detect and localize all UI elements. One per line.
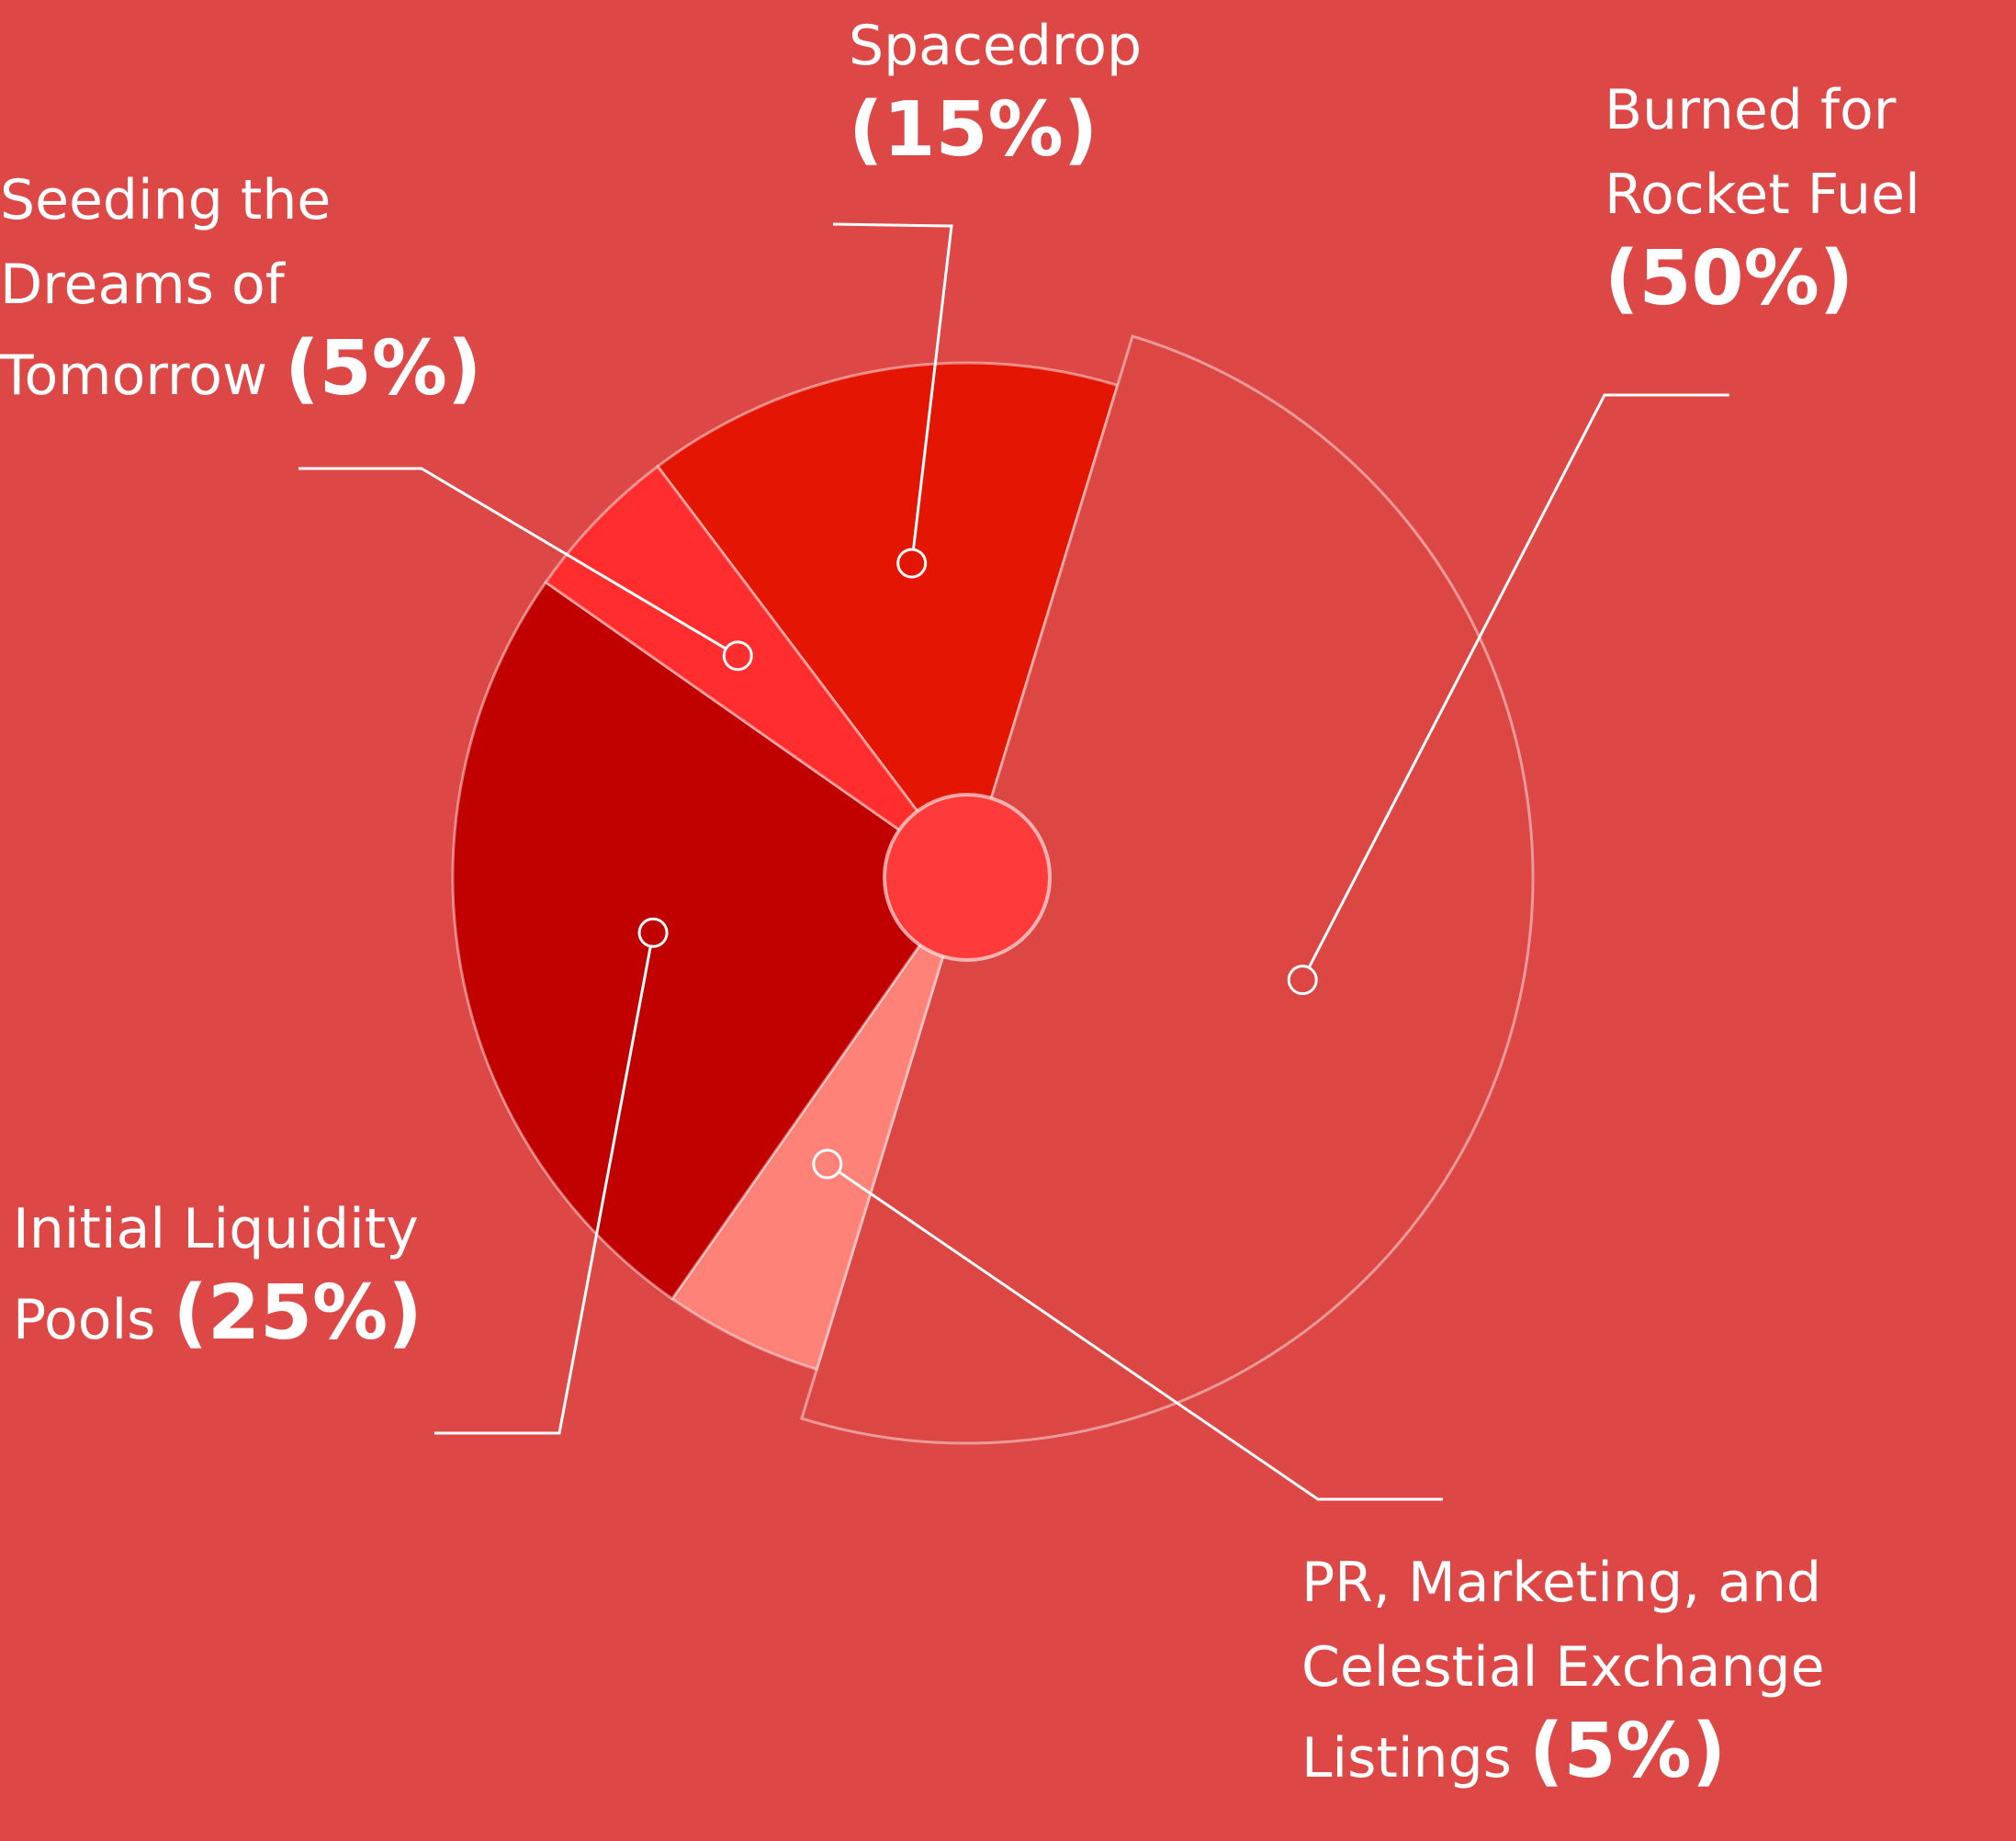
slice-label: Burned for Rocket Fuel (50%) bbox=[1605, 68, 1990, 328]
slice bbox=[451, 580, 970, 1301]
slice bbox=[802, 336, 1533, 1443]
category-name: Spacedrop bbox=[849, 14, 1143, 78]
value-label: (15%) bbox=[849, 86, 1098, 174]
leader-dot bbox=[1287, 965, 1318, 996]
leader-dot bbox=[637, 917, 669, 948]
category-name: Burned for Rocket Fuel bbox=[1605, 78, 1920, 227]
value-label: (5%) bbox=[1529, 1708, 1727, 1795]
leader-line bbox=[1301, 393, 1729, 981]
center-hub bbox=[883, 793, 1052, 962]
slice-label: PR, Marketing, and Celestial Exchange Li… bbox=[1301, 1541, 1898, 1801]
value-label: (25%) bbox=[173, 1270, 422, 1357]
slice bbox=[655, 361, 1120, 881]
slice-label: Spacedrop (15%) bbox=[849, 4, 1216, 179]
value-label: (50%) bbox=[1605, 235, 1854, 322]
leader-line bbox=[298, 467, 739, 658]
leader-dot bbox=[812, 1148, 843, 1180]
leader-dot bbox=[722, 640, 753, 672]
category-name: PR, Marketing, and Celestial Exchange Li… bbox=[1301, 1551, 1825, 1790]
leader-line bbox=[832, 222, 953, 564]
value-label: (5%) bbox=[285, 325, 482, 412]
slice-label: Initial Liquidity Pools (25%) bbox=[13, 1187, 472, 1362]
leader-line bbox=[434, 932, 655, 1435]
slice bbox=[544, 464, 969, 879]
slice bbox=[670, 876, 969, 1372]
slice-label: Seeding the Dreams of Tomorrow (5%) bbox=[0, 158, 514, 418]
category-name: Initial Liquidity Pools bbox=[13, 1197, 419, 1352]
leader-dot bbox=[896, 548, 928, 579]
leader-line bbox=[826, 1162, 1443, 1501]
category-name: Seeding the Dreams of Tomorrow bbox=[0, 168, 332, 408]
